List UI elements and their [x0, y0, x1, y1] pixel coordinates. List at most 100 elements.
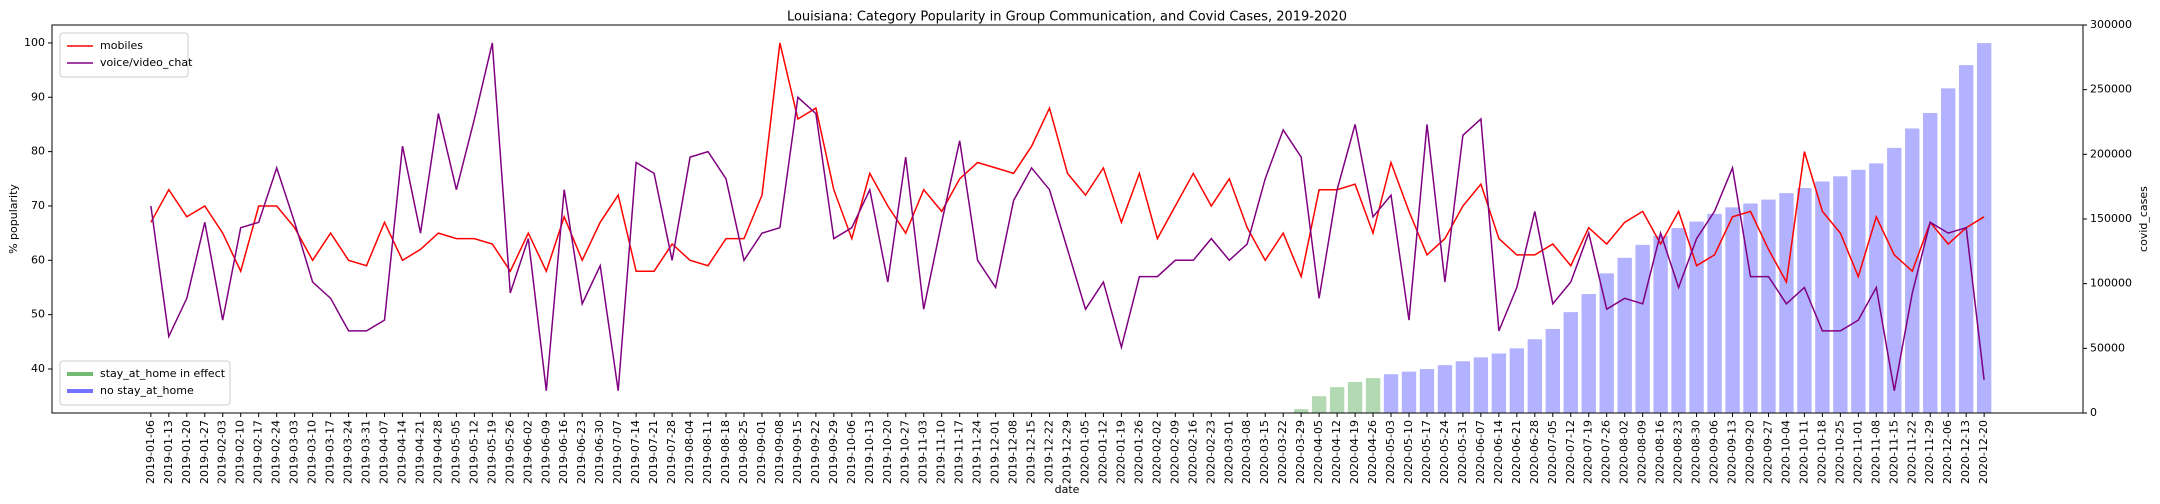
x-tick-label: 2019-02-17	[252, 420, 265, 484]
x-tick-label: 2019-03-17	[324, 420, 337, 484]
x-tick-label: 2019-09-08	[773, 420, 786, 484]
legend-label: no stay_at_home	[100, 384, 194, 397]
x-tick-label: 2019-08-18	[719, 420, 732, 484]
bar	[1419, 369, 1435, 413]
x-tick-label: 2020-07-12	[1564, 420, 1577, 484]
x-tick-label: 2019-09-29	[827, 420, 840, 484]
bar	[1401, 371, 1417, 413]
bar	[1797, 187, 1812, 413]
x-tick-label: 2020-07-26	[1600, 420, 1613, 484]
bar	[1347, 381, 1363, 413]
x-tick-label: 2019-09-01	[755, 420, 768, 484]
x-tick-label: 2019-10-13	[863, 420, 876, 484]
y2-tick-label: 50000	[2090, 341, 2125, 354]
y2-axis-label: covid_cases	[2137, 186, 2150, 252]
y-tick-label: 100	[24, 36, 45, 49]
y2-tick-label: 100000	[2090, 277, 2132, 290]
line	[150, 42, 1985, 391]
y-tick-label: 60	[31, 253, 45, 266]
bar	[1329, 387, 1345, 413]
bar	[1563, 312, 1578, 413]
x-tick-label: 2019-04-14	[395, 420, 408, 484]
x-tick-label: 2020-11-22	[1905, 420, 1918, 484]
bar	[1473, 357, 1489, 413]
x-tick-label: 2019-04-28	[431, 420, 444, 484]
bar	[1958, 65, 1974, 414]
line	[150, 42, 1985, 285]
x-tick-label: 2019-03-24	[342, 420, 355, 484]
x-tick-label: 2019-04-21	[413, 420, 426, 484]
y-tick-label: 70	[31, 199, 45, 212]
x-tick-label: 2019-06-23	[575, 420, 588, 484]
x-tick-label: 2020-01-26	[1132, 420, 1145, 484]
x-tick-label: 2020-10-18	[1815, 420, 1828, 484]
bar	[1743, 203, 1758, 413]
x-tick-label: 2020-12-06	[1941, 420, 1954, 484]
x-tick-label: 2020-08-09	[1636, 420, 1649, 484]
x-tick-label: 2020-10-25	[1833, 420, 1846, 484]
x-tick-label: 2020-04-05	[1312, 420, 1325, 484]
x-tick-label: 2020-03-08	[1240, 420, 1253, 484]
x-tick-label: 2019-07-28	[665, 420, 678, 484]
x-tick-label: 2020-08-16	[1654, 420, 1667, 484]
x-tick-label: 2019-03-03	[288, 420, 301, 484]
x-tick-label: 2020-03-29	[1294, 420, 1307, 484]
x-tick-label: 2019-05-19	[485, 420, 498, 484]
bar	[1635, 244, 1650, 413]
x-tick-label: 2019-06-30	[593, 420, 606, 484]
x-tick-label: 2020-12-20	[1977, 420, 1990, 484]
bar	[1833, 176, 1848, 413]
bar	[1707, 213, 1722, 413]
x-tick-label: 2019-05-26	[503, 420, 516, 484]
x-tick-label: 2019-03-10	[306, 420, 319, 484]
x-tick-label: 2020-09-27	[1761, 420, 1774, 484]
bar	[1887, 147, 1902, 413]
x-tick-label: 2020-03-01	[1222, 420, 1235, 484]
x-tick-label: 2020-08-02	[1618, 420, 1631, 484]
x-tick-label: 2020-07-05	[1546, 420, 1559, 484]
x-tick-label: 2020-09-06	[1708, 420, 1721, 484]
bar	[1851, 169, 1866, 413]
bar	[1941, 88, 1956, 413]
x-tick-label: 2019-12-08	[1007, 420, 1020, 484]
legend-box	[59, 32, 189, 78]
x-tick-label: 2020-05-10	[1402, 420, 1415, 484]
x-axis-label: date	[1055, 483, 1080, 496]
bar	[1725, 207, 1740, 413]
x-tick-label: 2019-01-06	[144, 420, 157, 484]
legend-label: mobiles	[100, 39, 143, 52]
x-tick-label: 2020-01-19	[1114, 420, 1127, 484]
x-tick-label: 2019-08-04	[683, 420, 696, 484]
y-tick-label: 80	[31, 145, 45, 158]
x-tick-label: 2020-03-22	[1276, 420, 1289, 484]
y2-tick-label: 150000	[2090, 212, 2132, 225]
x-tick-label: 2020-02-09	[1168, 420, 1181, 484]
x-tick-label: 2020-05-03	[1384, 420, 1397, 484]
bar	[1383, 374, 1399, 413]
x-tick-label: 2020-03-15	[1258, 420, 1271, 484]
x-tick-label: 2020-04-19	[1348, 420, 1361, 484]
bar	[1689, 221, 1704, 413]
bar	[1455, 361, 1471, 413]
x-tick-label: 2019-12-15	[1025, 420, 1038, 484]
x-tick-label: 2019-10-06	[845, 420, 858, 484]
y-tick-label: 90	[31, 90, 45, 103]
bar	[1437, 365, 1453, 413]
x-tick-label: 2019-12-01	[989, 420, 1002, 484]
y2-tick-label: 0	[2090, 406, 2097, 419]
bar	[1976, 43, 1992, 414]
bar	[1617, 257, 1632, 413]
x-tick-label: 2020-09-13	[1726, 420, 1739, 484]
x-tick-label: 2020-01-12	[1096, 420, 1109, 484]
x-tick-label: 2019-08-25	[737, 420, 750, 484]
bar	[1815, 181, 1830, 413]
x-tick-label: 2020-04-12	[1330, 420, 1343, 484]
x-tick-label: 2020-12-13	[1959, 420, 1972, 484]
y2-tick-label: 300000	[2090, 18, 2132, 31]
bar	[1311, 396, 1327, 413]
x-tick-label: 2019-02-24	[270, 420, 283, 484]
x-tick-label: 2020-11-29	[1923, 420, 1936, 484]
x-tick-label: 2019-01-13	[162, 420, 175, 484]
bar	[1581, 294, 1596, 413]
x-tick-label: 2020-01-05	[1078, 420, 1091, 484]
